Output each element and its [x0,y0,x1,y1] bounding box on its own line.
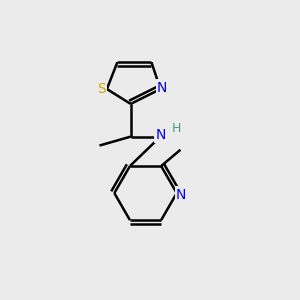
Text: N: N [155,128,166,142]
Text: N: N [157,81,167,94]
Text: N: N [176,188,186,202]
Text: H: H [172,122,182,135]
Text: S: S [97,82,106,96]
